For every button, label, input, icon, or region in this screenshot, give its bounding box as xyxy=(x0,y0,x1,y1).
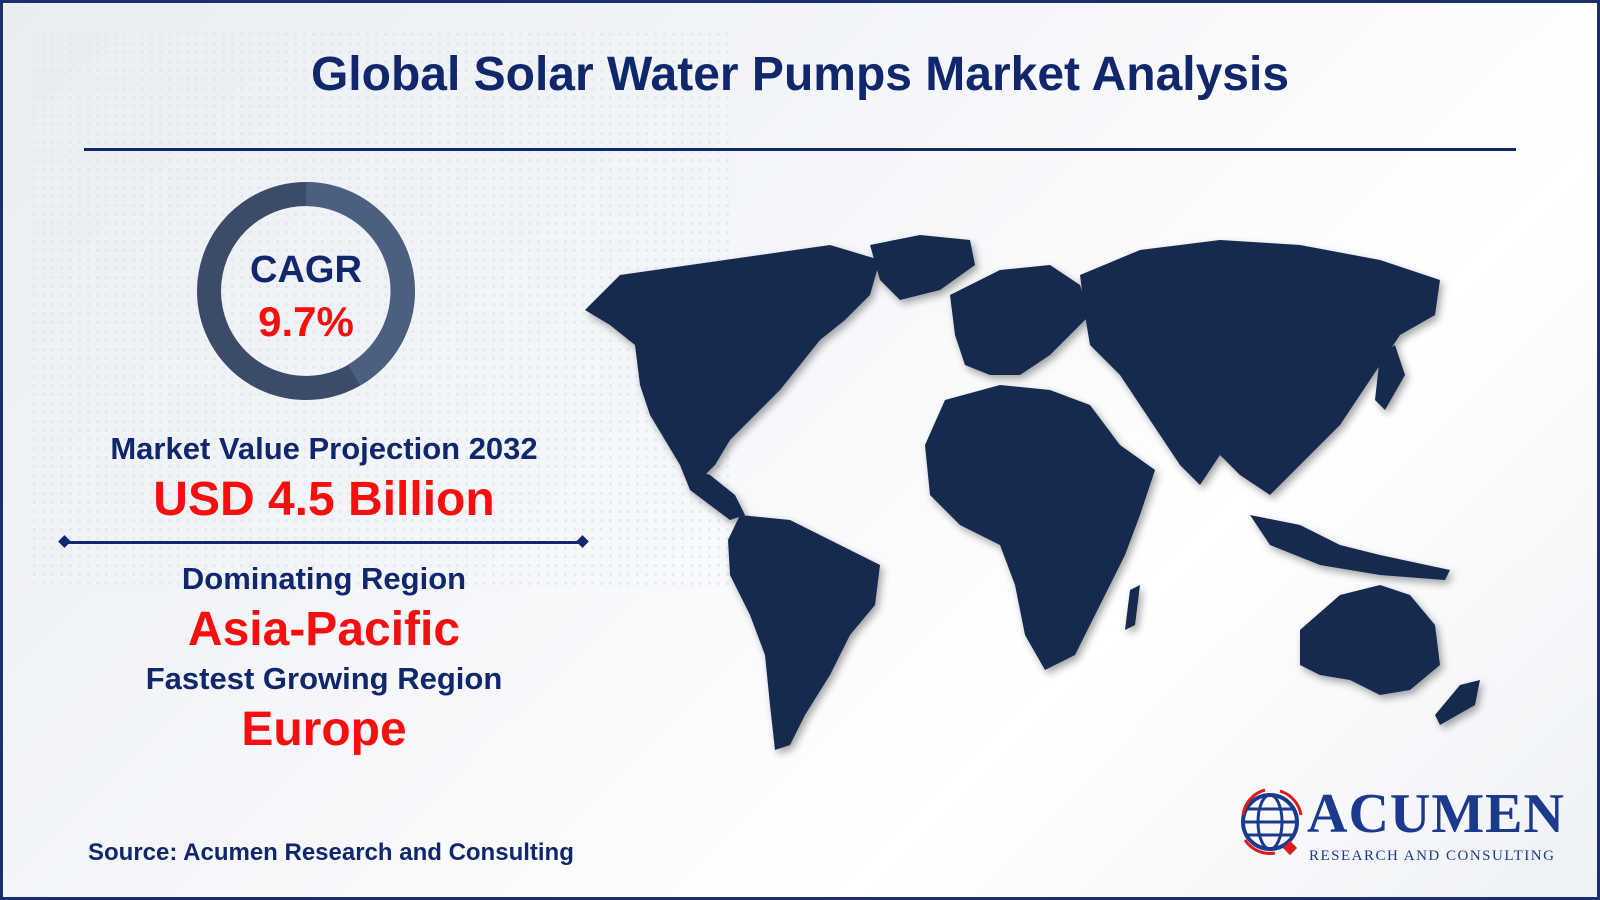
logo-name: ACUMEN xyxy=(1307,783,1565,845)
section-divider xyxy=(64,541,586,544)
world-map-icon xyxy=(585,235,1480,750)
page-title: Global Solar Water Pumps Market Analysis xyxy=(310,48,1290,101)
fastest-region-value: Europe xyxy=(241,703,407,756)
logo-tagline: RESEARCH AND CONSULTING xyxy=(1309,848,1556,864)
source-note: Source: Acumen Research and Consulting xyxy=(88,839,574,866)
fastest-region-label: Fastest Growing Region xyxy=(145,661,503,696)
globe-logo-icon xyxy=(1241,788,1303,856)
cagr-label: CAGR xyxy=(250,249,362,291)
market-value: USD 4.5 Billion xyxy=(153,473,495,526)
market-value-label: Market Value Projection 2032 xyxy=(110,431,538,466)
dominating-region-label: Dominating Region xyxy=(181,561,467,596)
cagr-value: 9.7% xyxy=(258,298,354,345)
dominating-region-value: Asia-Pacific xyxy=(187,603,461,656)
acumen-logo: ACUMEN RESEARCH AND CONSULTING xyxy=(1235,785,1564,869)
cagr-donut-icon xyxy=(197,182,415,400)
title-divider xyxy=(84,148,1516,151)
